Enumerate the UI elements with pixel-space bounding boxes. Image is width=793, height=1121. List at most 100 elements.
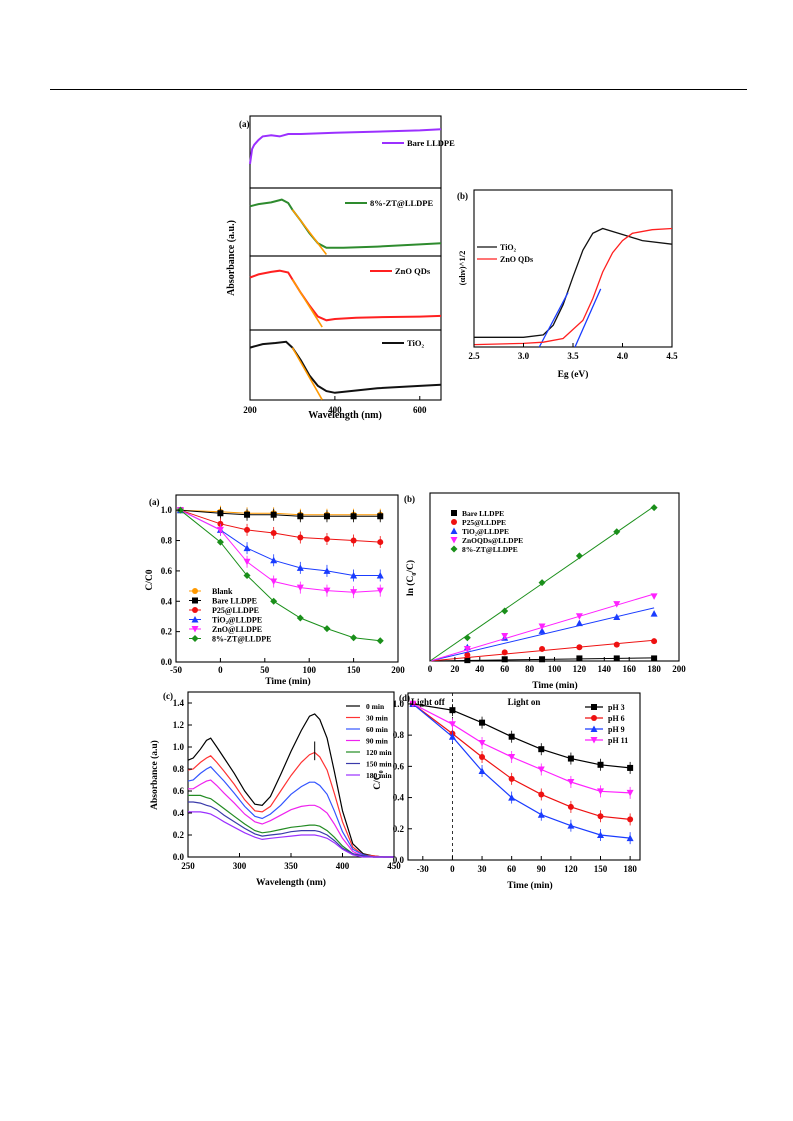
data-point xyxy=(297,513,304,520)
annotation-light-on: Light on xyxy=(508,697,541,707)
legend-marker xyxy=(191,626,199,633)
y-axis-label: ln (C0/C) xyxy=(405,560,418,596)
legend-marker xyxy=(590,725,598,732)
data-point xyxy=(449,707,456,714)
x-tick-label: 400 xyxy=(328,405,342,415)
x-tick-label: 400 xyxy=(336,861,350,871)
y-tick-label: 0.4 xyxy=(161,596,173,606)
x-axis-label: Wavelength (nm) xyxy=(308,410,382,421)
panel-label: (a) xyxy=(239,119,250,129)
y-tick-label: 0.2 xyxy=(173,830,185,840)
legend-label: 8%-ZT@LLDPE xyxy=(370,198,433,208)
series-line-1 xyxy=(473,227,673,346)
x-tick-label: 30 xyxy=(478,864,488,874)
x-tick-label: 80 xyxy=(525,664,535,674)
data-point xyxy=(244,526,251,533)
data-point xyxy=(538,791,545,798)
x-axis-label: Wavelength (nm) xyxy=(256,877,326,888)
legend-marker xyxy=(451,519,457,525)
x-tick-label: 200 xyxy=(243,405,257,415)
data-point xyxy=(376,587,384,595)
data-point xyxy=(626,789,634,797)
legend-label: pH 3 xyxy=(608,703,625,712)
data-point xyxy=(377,513,384,520)
x-tick-label: 0 xyxy=(428,664,433,674)
tangent-line xyxy=(291,278,323,328)
data-point xyxy=(597,813,604,820)
legend-marker xyxy=(192,588,198,594)
panel-label: (b) xyxy=(404,494,415,504)
data-point xyxy=(567,755,574,762)
series-line-5 xyxy=(180,509,381,642)
data-point xyxy=(537,766,545,773)
x-axis-label: Eg (eV) xyxy=(558,369,589,380)
data-point xyxy=(463,645,471,653)
data-point xyxy=(508,753,516,761)
data-point xyxy=(627,816,634,823)
legend-label: TiO₂@LLDPE xyxy=(462,527,509,536)
series-line-3 xyxy=(249,340,442,394)
legend-marker xyxy=(591,715,597,721)
data-point xyxy=(350,513,357,520)
x-tick-label: -50 xyxy=(170,665,182,675)
stacked-panel-frame xyxy=(249,115,442,189)
header-rule xyxy=(50,89,747,90)
legend-label: 30 min xyxy=(366,714,389,723)
series-line-5 xyxy=(188,801,394,858)
data-point xyxy=(539,656,546,663)
y-tick-label: 1.0 xyxy=(393,699,405,709)
legend-label: Blank xyxy=(212,587,233,596)
y-tick-label: 1.0 xyxy=(173,742,185,752)
data-point xyxy=(448,721,456,728)
data-point xyxy=(567,778,575,786)
legend-label: 60 min xyxy=(366,725,389,734)
legend-label: 120 min xyxy=(366,748,392,757)
data-point xyxy=(567,822,575,829)
x-tick-label: 60 xyxy=(507,864,517,874)
data-point xyxy=(650,504,658,512)
data-point xyxy=(478,739,486,747)
data-point xyxy=(597,788,605,795)
data-point xyxy=(538,746,545,753)
legend-label: P25@LLDPE xyxy=(462,518,506,527)
legend-marker xyxy=(192,597,198,604)
legend-marker xyxy=(191,635,199,642)
x-tick-label: 300 xyxy=(233,861,247,871)
legend-label: 150 min xyxy=(366,760,392,769)
data-point xyxy=(217,520,224,527)
data-point xyxy=(501,607,509,615)
tangent-line xyxy=(538,292,569,348)
data-point xyxy=(597,761,604,768)
y-axis-label: Absorbance (a.u.) xyxy=(226,220,237,296)
legend-label: 8%-ZT@LLDPE xyxy=(462,545,518,554)
x-tick-label: 150 xyxy=(347,665,361,675)
x-tick-label: 200 xyxy=(672,664,686,674)
panel-label: (d) xyxy=(399,693,410,703)
data-point xyxy=(296,614,304,622)
y-axis-label: C/C0 xyxy=(145,569,155,590)
y-tick-label: 0.4 xyxy=(173,808,185,818)
data-point xyxy=(377,539,384,546)
tangent-line xyxy=(574,288,602,348)
y-tick-label: 0.8 xyxy=(161,536,173,546)
series-line-1 xyxy=(180,509,381,517)
x-tick-label: 120 xyxy=(564,864,578,874)
data-point xyxy=(376,637,384,645)
data-point xyxy=(297,534,304,541)
data-point xyxy=(538,627,546,634)
y-tick-label: 0.2 xyxy=(161,627,173,637)
x-tick-label: 60 xyxy=(500,664,510,674)
data-point xyxy=(350,634,358,642)
data-point xyxy=(613,613,621,621)
legend-marker xyxy=(590,737,598,744)
data-point xyxy=(323,587,331,595)
data-point xyxy=(176,506,184,514)
data-point xyxy=(508,775,515,782)
legend-marker xyxy=(591,704,597,710)
data-point xyxy=(501,633,509,640)
series-line-0 xyxy=(187,713,394,858)
data-point xyxy=(296,564,304,571)
panel-label: (a) xyxy=(149,497,160,507)
